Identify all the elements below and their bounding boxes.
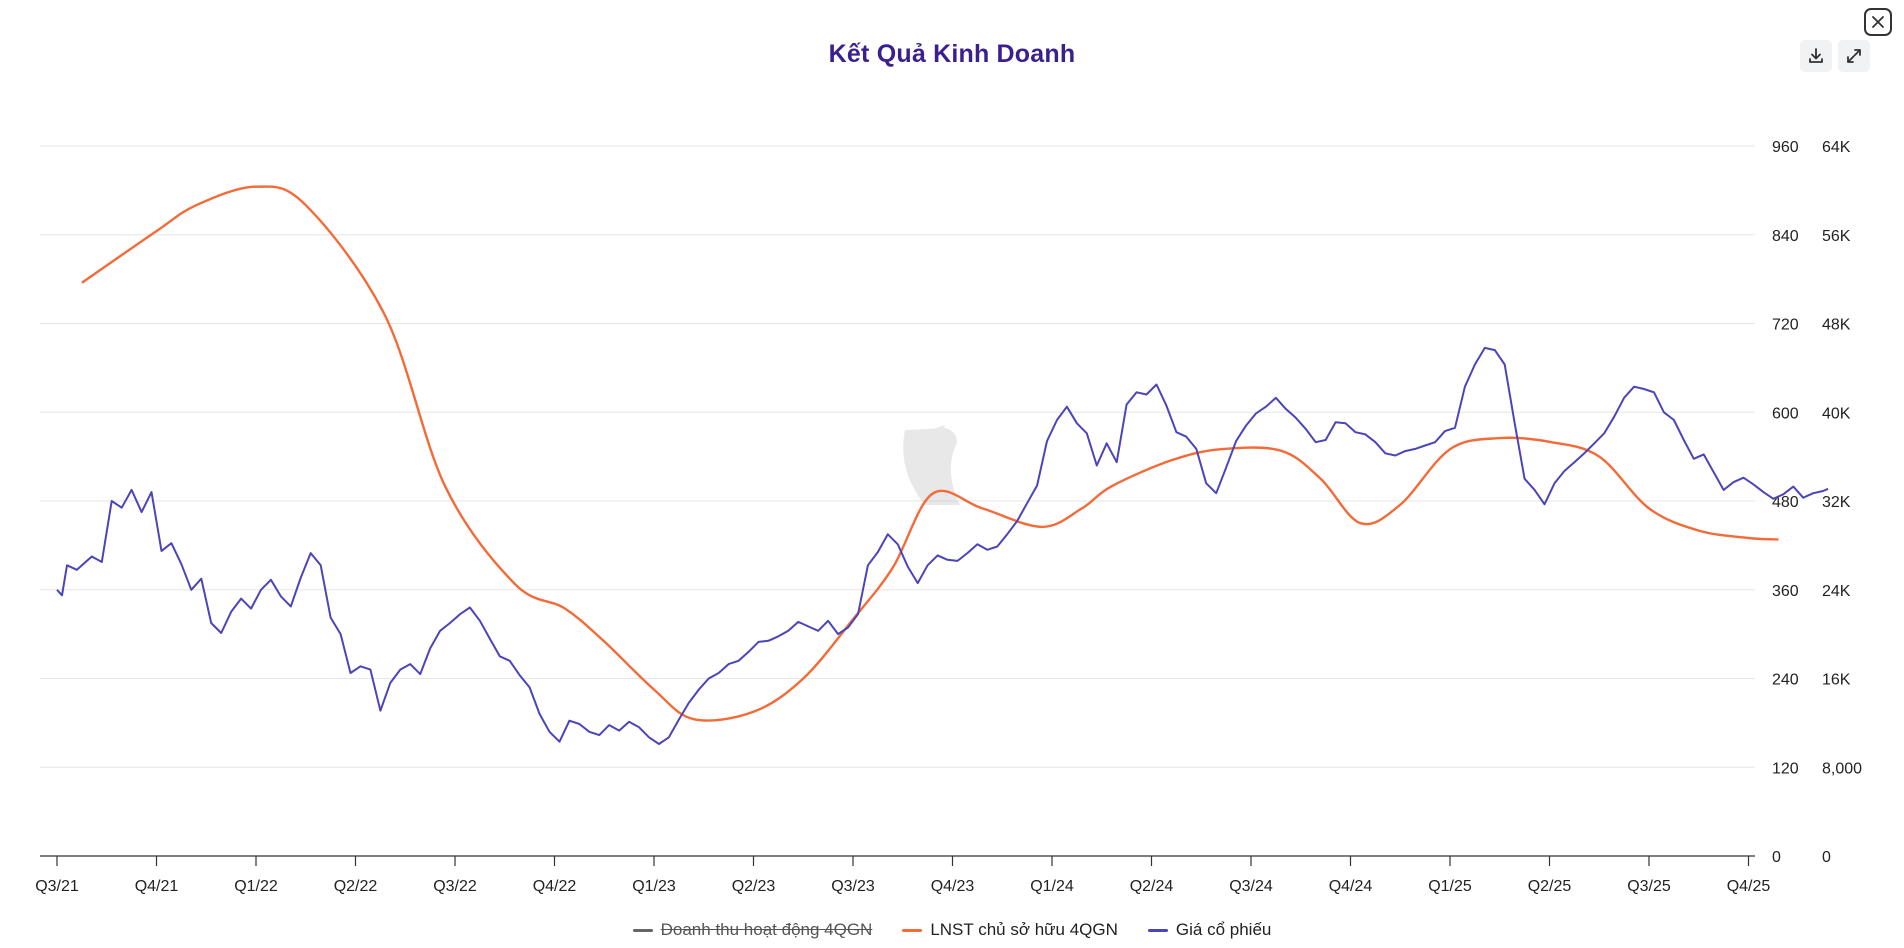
series-line-net-profit	[81, 185, 1779, 722]
legend-swatch	[632, 928, 653, 932]
x-tick-label: Q3/22	[433, 878, 477, 895]
close-button[interactable]	[1864, 8, 1892, 36]
download-icon	[1809, 48, 1823, 63]
y-right-tick-label: 0	[1822, 849, 1831, 866]
legend-item-net-profit[interactable]: LNST chủ sở hữu 4QGN	[902, 920, 1118, 940]
fullscreen-button[interactable]	[1838, 40, 1870, 72]
legend-label: Doanh thu hoạt động 4QGN	[660, 920, 873, 939]
y-right-tick-label: 32K	[1822, 494, 1851, 511]
watermark-logo	[903, 425, 960, 505]
x-tick-label: Q4/22	[533, 878, 577, 895]
x-tick-label: Q3/21	[35, 878, 79, 895]
x-tick-label: Q2/22	[334, 878, 378, 895]
y-right-tick-label: 24K	[1822, 583, 1851, 600]
x-tick-label: Q2/25	[1528, 878, 1572, 895]
y-left-tick-label: 480	[1772, 494, 1799, 511]
x-tick-label: Q3/23	[831, 878, 875, 895]
y-right-tick-label: 56K	[1822, 228, 1851, 245]
chart-title: Kết Quả Kinh Doanh	[828, 40, 1076, 68]
legend: Doanh thu hoạt động 4QGN LNST chủ sở hữu…	[0, 920, 1904, 940]
y-right-tick-label: 8,000	[1822, 760, 1862, 777]
x-tick-label: Q4/21	[135, 878, 179, 895]
download-button[interactable]	[1800, 40, 1832, 72]
x-tick-label: Q2/23	[732, 878, 776, 895]
series-line-stock-price	[56, 346, 1829, 745]
legend-item-stock-price[interactable]: Giá cổ phiếu	[1147, 920, 1272, 940]
y-left-tick-label: 0	[1772, 849, 1781, 866]
y-left-tick-label: 840	[1772, 228, 1799, 245]
legend-item-revenue[interactable]: Doanh thu hoạt động 4QGN	[632, 920, 873, 940]
legend-swatch	[902, 928, 923, 932]
x-tick-label: Q4/24	[1329, 878, 1373, 895]
y-left-tick-label: 720	[1772, 317, 1799, 334]
x-tick-label: Q3/25	[1627, 878, 1671, 895]
y-left-tick-label: 360	[1772, 583, 1799, 600]
y-left-tick-label: 600	[1772, 405, 1799, 422]
legend-swatch	[1147, 928, 1168, 932]
close-icon	[1872, 16, 1884, 28]
x-tick-label: Q1/24	[1030, 878, 1074, 895]
legend-label: Giá cổ phiếu	[1175, 920, 1272, 939]
y-left-tick-label: 240	[1772, 672, 1799, 689]
x-tick-label: Q2/24	[1130, 878, 1174, 895]
x-tick-label: Q4/23	[931, 878, 975, 895]
y-right-tick-label: 40K	[1822, 405, 1851, 422]
y-left-tick-label: 120	[1772, 760, 1799, 777]
y-right-tick-label: 64K	[1822, 139, 1851, 156]
y-right-tick-label: 16K	[1822, 672, 1851, 689]
legend-label: LNST chủ sở hữu 4QGN	[930, 920, 1118, 939]
x-tick-label: Q4/25	[1727, 878, 1771, 895]
x-tick-label: Q1/22	[234, 878, 278, 895]
y-right-tick-label: 48K	[1822, 317, 1851, 334]
y-left-tick-label: 960	[1772, 139, 1799, 156]
x-tick-label: Q1/25	[1428, 878, 1472, 895]
x-tick-label: Q3/24	[1229, 878, 1273, 895]
expand-icon	[1847, 49, 1861, 63]
x-tick-label: Q1/23	[632, 878, 676, 895]
